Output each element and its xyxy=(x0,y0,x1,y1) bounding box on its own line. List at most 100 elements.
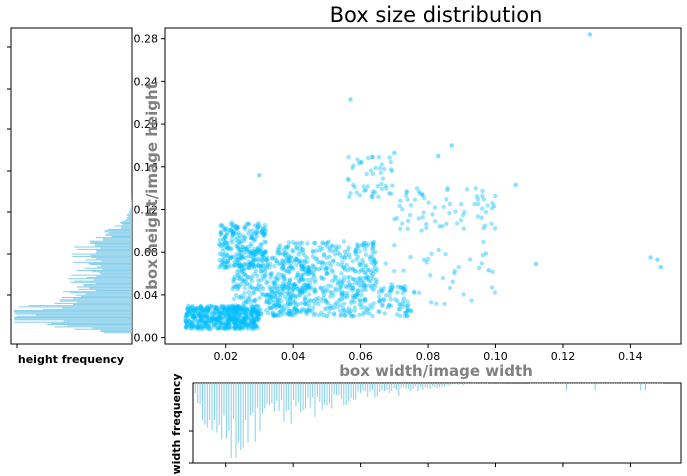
scatter-point xyxy=(237,264,242,269)
width-histogram-bar xyxy=(288,383,290,411)
height-histogram-frame xyxy=(10,27,133,345)
height-histogram-bar xyxy=(42,308,132,310)
scatter-point xyxy=(238,320,244,325)
scatter-point xyxy=(232,305,238,311)
scatter-point xyxy=(259,246,264,251)
scatter-point xyxy=(287,278,292,283)
scatter-point xyxy=(277,295,283,301)
scatter-point xyxy=(216,309,222,314)
width-histogram-bar xyxy=(242,383,244,448)
scatter-point xyxy=(225,253,230,258)
scatter-point xyxy=(229,240,235,245)
scatter-point xyxy=(370,243,376,248)
scatter-point xyxy=(250,231,255,237)
scatter-point xyxy=(251,286,256,291)
scatter-point xyxy=(251,325,256,330)
scatter-point xyxy=(307,292,312,297)
width-histogram-bar xyxy=(312,383,314,398)
scatter-point xyxy=(258,265,263,271)
scatter-point xyxy=(475,214,481,219)
scatter-point xyxy=(218,231,224,236)
scatter-point xyxy=(286,243,291,249)
scatter-point xyxy=(300,285,306,291)
scatter-point xyxy=(201,308,207,313)
scatter-point xyxy=(314,266,319,271)
scatter-point xyxy=(235,307,240,312)
scatter-point xyxy=(260,251,265,257)
scatter-point xyxy=(218,311,223,317)
width-histogram-bar xyxy=(307,383,309,399)
scatter-point xyxy=(378,297,383,303)
scatter-point xyxy=(217,265,222,270)
scatter-point xyxy=(359,293,364,298)
scatter-point xyxy=(232,306,237,312)
scatter-point xyxy=(225,240,230,246)
scatter-point xyxy=(341,239,347,244)
scatter-point xyxy=(206,315,211,321)
scatter-point xyxy=(307,268,312,274)
scatter-point xyxy=(287,311,293,317)
scatter-point xyxy=(359,302,364,307)
scatter-point xyxy=(370,240,375,245)
scatter-point xyxy=(401,286,406,292)
scatter-point xyxy=(217,318,222,323)
scatter-point xyxy=(203,318,209,323)
scatter-point xyxy=(354,295,359,300)
scatter-point xyxy=(273,290,278,296)
height-histogram-bar xyxy=(119,221,132,223)
scatter-point xyxy=(255,326,260,331)
width-histogram-bar xyxy=(640,383,642,391)
scatter-point xyxy=(240,245,245,250)
scatter-point xyxy=(456,264,461,270)
scatter-point xyxy=(226,306,231,311)
width-histogram-bar xyxy=(467,383,469,385)
width-histogram-bar xyxy=(233,383,235,419)
width-histogram-bar xyxy=(257,383,259,408)
scatter-point xyxy=(197,318,202,324)
scatter-point xyxy=(372,265,378,270)
scatter-point xyxy=(207,314,212,320)
scatter-point xyxy=(204,304,210,309)
scatter-point xyxy=(289,313,295,318)
scatter-point xyxy=(186,303,191,308)
scatter-point xyxy=(243,305,248,310)
scatter-point xyxy=(290,265,295,271)
scatter-point xyxy=(230,229,235,235)
scatter-point xyxy=(248,309,254,314)
scatter-point xyxy=(242,235,248,240)
scatter-point xyxy=(232,315,238,320)
scatter-point xyxy=(298,288,304,294)
scatter-point xyxy=(333,288,338,293)
scatter-point xyxy=(245,311,250,317)
scatter-point xyxy=(191,314,197,319)
scatter-point xyxy=(480,253,486,258)
scatter-point xyxy=(299,275,304,280)
scatter-point xyxy=(245,296,250,301)
scatter-point xyxy=(188,320,194,325)
scatter-point xyxy=(237,326,242,332)
scatter-point xyxy=(214,316,219,322)
scatter-point xyxy=(302,296,307,302)
width-histogram-bar xyxy=(637,383,639,384)
scatter-point xyxy=(248,262,253,267)
scatter-point xyxy=(215,306,220,311)
scatter-point xyxy=(199,315,204,320)
scatter-point xyxy=(228,263,233,268)
scatter-point xyxy=(348,311,353,316)
width-histogram-bar xyxy=(556,383,558,384)
scatter-point xyxy=(282,267,288,273)
scatter-point xyxy=(345,268,350,273)
height-histogram-bar xyxy=(14,309,132,311)
scatter-point xyxy=(229,303,235,309)
scatter-point xyxy=(258,311,264,316)
scatter-point xyxy=(260,274,265,279)
scatter-point xyxy=(340,305,346,311)
scatter-point xyxy=(388,303,394,308)
scatter-point xyxy=(324,271,329,276)
height-histogram-bar xyxy=(77,301,132,303)
scatter-point xyxy=(190,323,195,329)
scatter-point xyxy=(221,236,226,242)
scatter-point xyxy=(239,265,245,271)
scatter-point xyxy=(226,245,231,250)
scatter-point xyxy=(209,303,214,309)
